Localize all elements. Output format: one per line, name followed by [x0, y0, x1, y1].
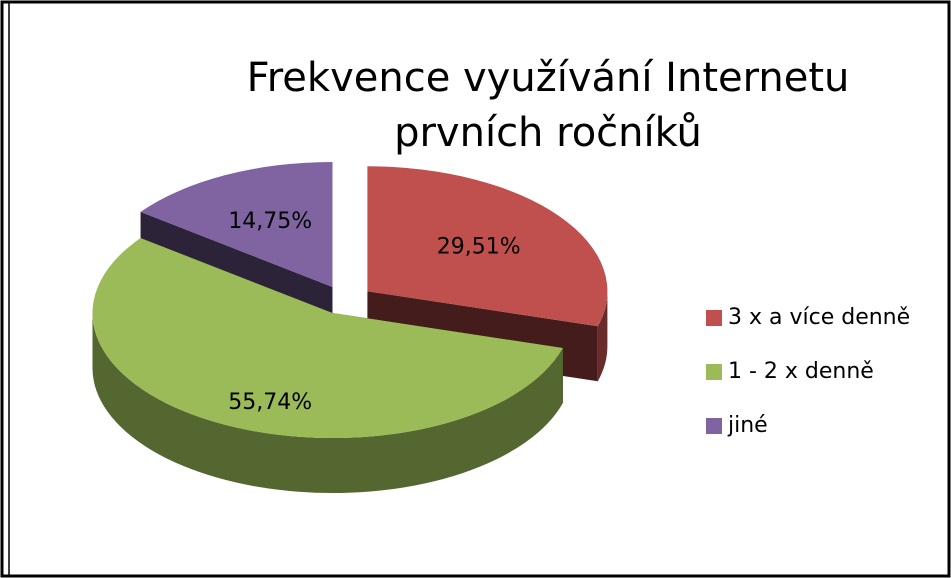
pie-slice [140, 161, 333, 287]
slice-label: 55,74% [228, 390, 312, 415]
legend-label: 3 x a více denně [728, 305, 910, 330]
slice-label: 14,75% [228, 209, 312, 234]
legend-swatch [706, 310, 722, 326]
chart-title: Frekvence využívání Internetu [247, 55, 850, 101]
legend-label: jiné [727, 413, 768, 438]
pie-tops: 29,51% 55,74% 14,75% [92, 161, 608, 439]
pie-slice [367, 166, 608, 327]
legend-swatch [706, 418, 722, 434]
chart-title: prvních ročníků [394, 110, 702, 156]
slice-side [92, 313, 563, 494]
legend-swatch [706, 364, 722, 380]
pie-slice [92, 237, 563, 439]
legend-label: 1 - 2 x denně [728, 359, 874, 384]
slice-side [597, 291, 608, 382]
slice-label: 29,51% [437, 235, 521, 260]
